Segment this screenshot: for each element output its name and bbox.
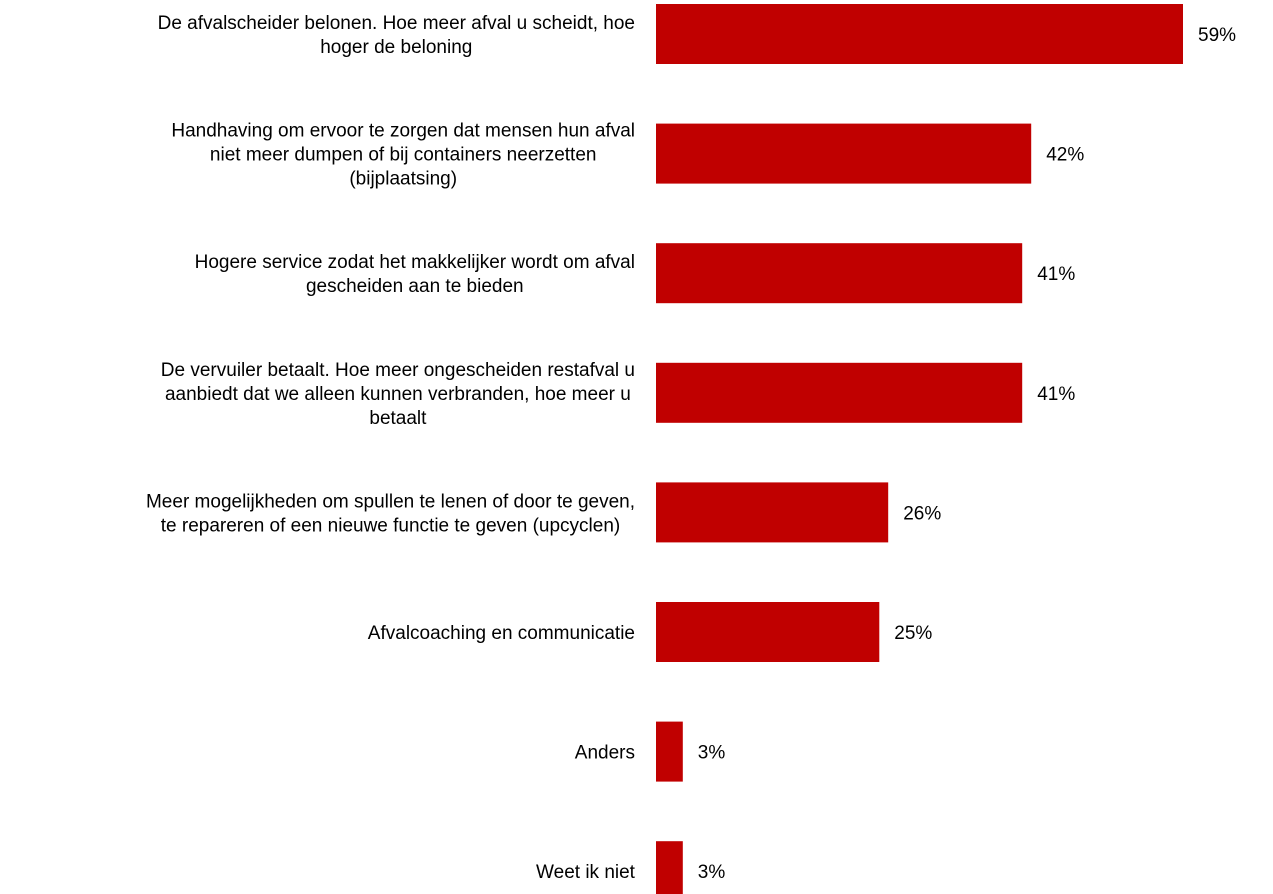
category-label-line: Afvalcoaching en communicatie bbox=[368, 623, 635, 644]
category-label-line: De afvalscheider belonen. Hoe meer afval… bbox=[158, 13, 635, 34]
value-label-5: 26% bbox=[903, 503, 941, 524]
value-label-7: 3% bbox=[698, 743, 726, 764]
category-labels: De afvalscheider belonen. Hoe meer afval… bbox=[146, 13, 636, 883]
bar-5 bbox=[656, 482, 889, 543]
category-label-line: Handhaving om ervoor te zorgen dat mense… bbox=[171, 121, 635, 142]
category-label-2: Handhaving om ervoor te zorgen dat mense… bbox=[171, 121, 635, 190]
category-label-line: gescheiden aan te bieden bbox=[306, 276, 524, 297]
category-label-line: Meer mogelijkheden om spullen te lenen o… bbox=[146, 491, 635, 512]
category-label-line: Anders bbox=[575, 743, 635, 764]
bar-7 bbox=[656, 721, 683, 782]
value-label-3: 41% bbox=[1037, 264, 1075, 285]
category-label-line: Hogere service zodat het makkelijker wor… bbox=[195, 252, 635, 273]
category-label-6: Afvalcoaching en communicatie bbox=[368, 623, 635, 644]
value-label-1: 59% bbox=[1198, 25, 1236, 46]
bar-6 bbox=[656, 602, 880, 662]
category-label-4: De vervuiler betaalt. Hoe meer ongeschei… bbox=[161, 360, 635, 429]
bars bbox=[656, 4, 1183, 894]
category-label-3: Hogere service zodat het makkelijker wor… bbox=[195, 252, 635, 297]
category-label-5: Meer mogelijkheden om spullen te lenen o… bbox=[146, 491, 635, 536]
bar-3 bbox=[656, 243, 1023, 304]
value-label-6: 25% bbox=[894, 623, 932, 644]
category-label-7: Anders bbox=[575, 743, 635, 764]
category-label-line: (bijplaatsing) bbox=[349, 169, 457, 190]
category-label-line: aanbiedt dat we alleen kunnen verbranden… bbox=[165, 384, 631, 405]
bar-1 bbox=[656, 4, 1183, 64]
value-label-8: 3% bbox=[698, 862, 726, 883]
value-labels: 59% 42% 41% 41% 26% 25% 3% 3% bbox=[698, 25, 1236, 883]
category-label-line: hoger de beloning bbox=[320, 37, 472, 58]
bar-4 bbox=[656, 362, 1023, 423]
category-label-line: betaalt bbox=[369, 408, 427, 429]
category-label-line: te repareren of een nieuwe functie te ge… bbox=[161, 515, 620, 536]
value-label-4: 41% bbox=[1037, 384, 1075, 405]
value-label-2: 42% bbox=[1046, 145, 1084, 166]
bar-8 bbox=[656, 841, 683, 894]
category-label-line: Weet ik niet bbox=[536, 862, 636, 883]
bar-2 bbox=[656, 123, 1032, 184]
category-label-line: De vervuiler betaalt. Hoe meer ongeschei… bbox=[161, 360, 635, 381]
category-label-1: De afvalscheider belonen. Hoe meer afval… bbox=[158, 13, 635, 58]
category-label-line: niet meer dumpen of bij containers neerz… bbox=[210, 145, 597, 166]
category-label-8: Weet ik niet bbox=[536, 862, 636, 883]
